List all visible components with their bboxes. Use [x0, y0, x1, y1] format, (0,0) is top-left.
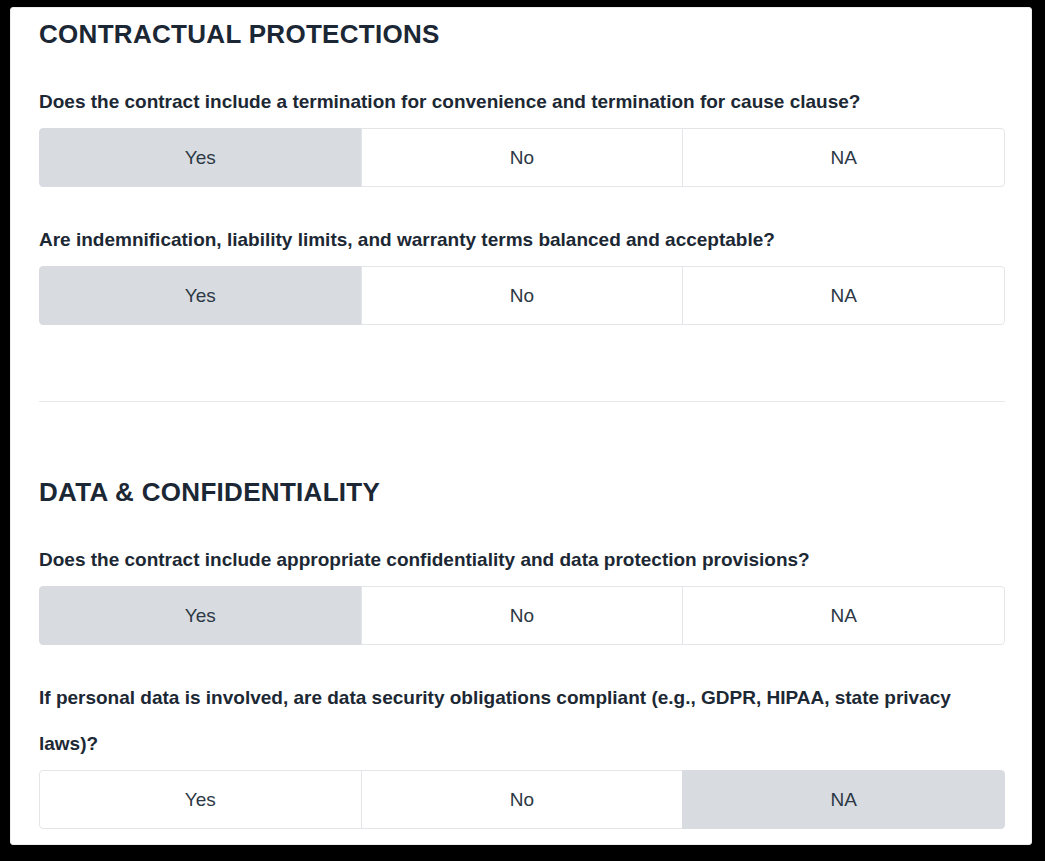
- choice-no[interactable]: No: [361, 266, 684, 325]
- section-title-contractual-protections: CONTRACTUAL PROTECTIONS: [39, 19, 1005, 49]
- choice-na[interactable]: NA: [682, 266, 1005, 325]
- choice-na[interactable]: NA: [682, 770, 1005, 829]
- choice-no[interactable]: No: [361, 586, 684, 645]
- choice-no[interactable]: No: [361, 770, 684, 829]
- choice-group-confidentiality-provisions: Yes No NA: [39, 586, 1005, 645]
- choice-group-data-security-compliance: Yes No NA: [39, 770, 1005, 829]
- section-divider: [39, 401, 1005, 402]
- question-termination-clause: Does the contract include a termination …: [39, 79, 1005, 125]
- choice-group-indemnification-terms: Yes No NA: [39, 266, 1005, 325]
- choice-na[interactable]: NA: [682, 586, 1005, 645]
- choice-no[interactable]: No: [361, 128, 684, 187]
- choice-na[interactable]: NA: [682, 128, 1005, 187]
- screenshot-frame: CONTRACTUAL PROTECTIONS Does the contrac…: [0, 0, 1045, 861]
- choice-group-termination-clause: Yes No NA: [39, 128, 1005, 187]
- choice-yes[interactable]: Yes: [39, 770, 362, 829]
- choice-yes[interactable]: Yes: [39, 128, 362, 187]
- checklist-panel: CONTRACTUAL PROTECTIONS Does the contrac…: [10, 7, 1032, 845]
- choice-yes[interactable]: Yes: [39, 586, 362, 645]
- question-indemnification-terms: Are indemnification, liability limits, a…: [39, 217, 1005, 263]
- question-confidentiality-provisions: Does the contract include appropriate co…: [39, 537, 1005, 583]
- choice-yes[interactable]: Yes: [39, 266, 362, 325]
- question-data-security-compliance: If personal data is involved, are data s…: [39, 675, 1005, 767]
- section-title-data-confidentiality: DATA & CONFIDENTIALITY: [39, 477, 1005, 507]
